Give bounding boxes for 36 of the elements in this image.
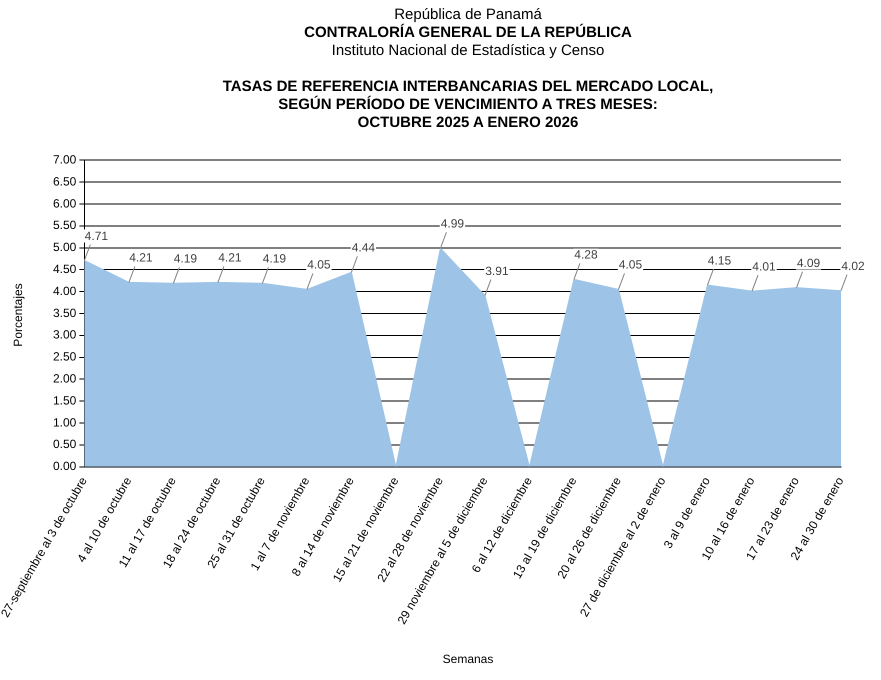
y-tick-label: 2.50 [52,350,77,364]
y-tick-label: 3.50 [52,306,77,320]
data-label: 4.99 [440,216,464,231]
y-tick-label: 5.00 [52,240,77,254]
data-label: 4.19 [262,252,286,266]
x-axis-title: Semanas [442,652,494,666]
data-label: 4.02 [841,259,865,274]
y-tick-label: 7.00 [52,152,77,167]
data-label: 3.91 [485,264,509,278]
y-tick-label: 4.50 [52,262,77,276]
y-tick-label: 2.00 [52,372,77,386]
data-label: 4.05 [307,258,331,272]
text: República de Panamá [393,6,543,24]
data-label: 4.19 [174,252,198,266]
y-tick-label: 1.50 [52,393,77,408]
chart-title: TASAS DE REFERENCIA INTERBANCARIAS DEL MERCADO LOCAL, SEGÚN PERÍODO DE VENCIMIENTO A TRES MESES: OCTUBRE 2025 A ENERO 2026 [222,78,714,132]
data-label: 4.15 [708,253,732,268]
data-label: 4.21 [218,250,242,265]
data-label: 4.71 [84,228,108,243]
y-tick-label: 5.50 [52,218,77,232]
y-tick-label: 0.00 [52,459,77,474]
y-tick-label: 6.00 [52,196,77,210]
text: CONTRALORÍA GENERAL DE LA REPÚBLICA [303,24,633,42]
y-tick-label: 3.00 [52,328,77,342]
y-tick-label: 6.50 [52,174,77,188]
data-label: 4.44 [352,240,376,255]
data-label: 4.01 [752,259,776,274]
data-label: 4.28 [574,248,598,262]
data-label: 4.09 [796,256,820,270]
data-label: 4.21 [129,250,153,265]
y-tick-label: 4.00 [52,284,77,298]
data-label: 4.05 [618,258,642,272]
y-tick-label: 1.00 [52,415,77,430]
y-axis-title: Porcentajes [11,282,25,349]
y-tick-label: 0.50 [52,437,77,452]
text: Instituto Nacional de Estadística y Censo [330,42,606,60]
